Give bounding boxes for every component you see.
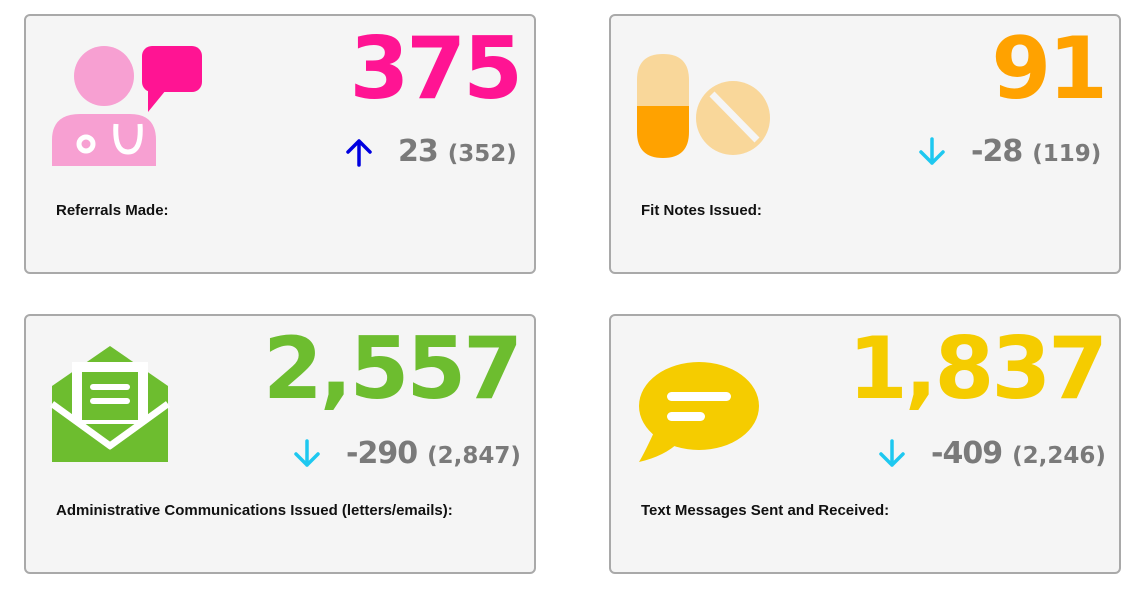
pills-icon [637, 54, 770, 158]
arrow-down-icon [294, 438, 320, 467]
referrals-label: Referrals Made: [56, 202, 169, 219]
text-messages-change: -409 [931, 436, 1003, 471]
referrals-previous: (352) [447, 141, 517, 167]
speech-bubble-icon [639, 362, 759, 462]
arrow-up-icon [346, 138, 372, 167]
referrals-trend: 23 (352) [344, 134, 517, 169]
text-messages-trend: -409 (2,246) [877, 436, 1106, 471]
arrow-down-icon [919, 136, 945, 165]
arrow-down-icon [879, 438, 905, 467]
referrals-card: 375 23 (352) Referrals Made: [24, 14, 536, 274]
open-envelope-icon [50, 346, 171, 462]
text-messages-card: 1,837 -409 (2,246) Text Messages Sent an… [609, 314, 1121, 574]
text-messages-label: Text Messages Sent and Received: [641, 502, 890, 519]
admin-comms-previous: (2,847) [427, 443, 521, 469]
doctor-chat-icon [52, 46, 202, 166]
referrals-change: 23 [398, 134, 439, 169]
fit-notes-card: 91 -28 (119) Fit Notes Issued: [609, 14, 1121, 274]
text-messages-previous: (2,246) [1012, 443, 1106, 469]
fit-notes-trend: -28 (119) [917, 134, 1101, 169]
fit-notes-value: 91 [991, 19, 1108, 119]
admin-comms-value: 2,557 [262, 319, 523, 419]
referrals-value: 375 [349, 19, 523, 119]
fit-notes-previous: (119) [1032, 141, 1102, 167]
admin-comms-label: Administrative Communications Issued (le… [56, 502, 453, 519]
admin-comms-card: 2,557 -290 (2,847) Administrative Commun… [24, 314, 536, 574]
text-messages-value: 1,837 [847, 319, 1108, 419]
admin-comms-change: -290 [346, 436, 418, 471]
fit-notes-change: -28 [971, 134, 1023, 169]
admin-comms-trend: -290 (2,847) [292, 436, 521, 471]
fit-notes-label: Fit Notes Issued: [641, 202, 762, 219]
